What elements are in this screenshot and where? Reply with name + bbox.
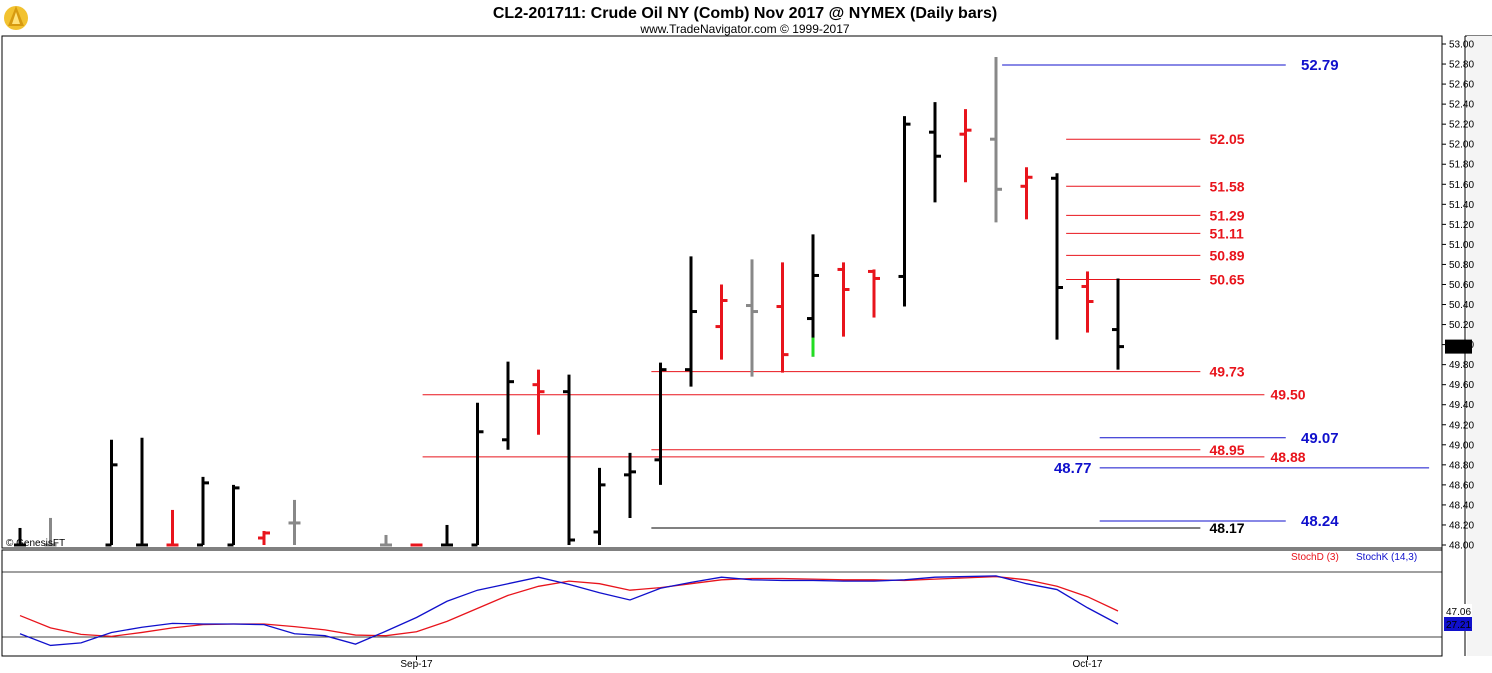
ohlc-bar xyxy=(14,527,26,547)
price-tick-label: 51.40 xyxy=(1449,200,1474,211)
price-level-label: 48.17 xyxy=(1210,520,1245,536)
ohlc-bar xyxy=(624,452,636,518)
price-tick-label: 48.40 xyxy=(1449,500,1474,511)
ohlc-bar xyxy=(44,517,57,547)
price-tick-label: 51.20 xyxy=(1449,220,1474,231)
ohlc-bar xyxy=(776,262,789,373)
price-level-label: 48.77 xyxy=(1054,460,1092,477)
stoch-k-last-box xyxy=(1444,617,1472,631)
trade-navigator-logo-icon xyxy=(4,6,28,30)
stochastic-panel xyxy=(1,549,1443,657)
price-tick-label: 50.80 xyxy=(1449,260,1474,271)
price-tick-label: 51.60 xyxy=(1449,180,1474,191)
ohlc-bar xyxy=(929,102,941,203)
ohlc-bar xyxy=(1020,167,1033,220)
price-tick-label: 51.00 xyxy=(1449,240,1474,251)
date-axis: Sep-17 Oct-17 xyxy=(400,656,1103,670)
ohlc-bar xyxy=(807,234,819,357)
price-level-label: 48.88 xyxy=(1271,449,1306,465)
ohlc-bar xyxy=(654,362,667,485)
chart-title: CL2-201711: Crude Oil NY (Comb) Nov 2017… xyxy=(493,5,997,22)
price-level-label: 48.24 xyxy=(1301,513,1339,530)
price-tick-label: 53.00 xyxy=(1449,40,1474,51)
stoch-d-line xyxy=(19,575,1119,638)
price-bars xyxy=(14,57,1124,547)
stoch-k-last-label: 27.21 xyxy=(1446,620,1471,631)
stoch-d-last-box xyxy=(1444,604,1472,618)
price-tick-label: 51.80 xyxy=(1449,160,1474,171)
ohlc-bar xyxy=(441,524,453,547)
price-level-label: 50.89 xyxy=(1210,247,1245,263)
price-tick-label: 49.80 xyxy=(1449,360,1474,371)
price-level-label: 49.07 xyxy=(1301,430,1339,447)
ohlc-bar xyxy=(380,534,392,547)
price-level-label: 51.29 xyxy=(1210,207,1245,223)
price-tick-label: 52.00 xyxy=(1449,140,1474,151)
stoch-k-line xyxy=(19,575,1119,647)
ohlc-bar xyxy=(166,509,179,547)
ohlc-bar xyxy=(898,116,911,307)
ohlc-bar xyxy=(288,499,301,545)
ohlc-bar xyxy=(471,402,484,547)
last-price-label: 49.98 xyxy=(1447,343,1472,354)
ohlc-bar xyxy=(410,543,423,547)
stoch-k-legend: StochK (14,3) xyxy=(1356,552,1417,563)
ohlc-bar xyxy=(136,437,148,547)
price-tick-label: 48.80 xyxy=(1449,460,1474,471)
price-tick-label: 50.40 xyxy=(1449,300,1474,311)
ohlc-bar xyxy=(227,484,240,547)
price-tick-label: 49.60 xyxy=(1449,380,1474,391)
ohlc-bar xyxy=(1081,271,1094,333)
stochastic-lines: StochD (3) StochK (14,3) 47.06 27.21 xyxy=(2,552,1472,647)
price-level-label: 49.73 xyxy=(1210,364,1245,380)
chart-subtitle: www.TradeNavigator.com © 1999-2017 xyxy=(639,22,849,36)
ohlc-bar xyxy=(990,57,1002,223)
ohlc-bar xyxy=(563,374,575,545)
watermark: © GenesisFT xyxy=(6,538,65,549)
last-price-box xyxy=(1445,339,1472,354)
price-level-label: 51.11 xyxy=(1210,225,1244,241)
ohlc-bar xyxy=(502,361,514,450)
date-tick-label: Sep-17 xyxy=(400,659,433,670)
price-tick-label: 48.20 xyxy=(1449,520,1474,531)
price-tick-label: 52.80 xyxy=(1449,60,1474,71)
ohlc-bar xyxy=(105,439,118,547)
price-level-label: 52.05 xyxy=(1210,131,1245,147)
ohlc-bar xyxy=(1112,278,1124,370)
price-tick-label: 49.00 xyxy=(1449,440,1474,451)
price-levels: 52.79 52.05 51.58 51.29 51.11 50.89 50.65 49.73… xyxy=(422,57,1430,536)
price-level-label: 48.95 xyxy=(1210,442,1245,458)
ohlc-bar xyxy=(715,284,728,360)
ohlc-bar xyxy=(959,109,972,183)
price-tick-label: 50.60 xyxy=(1449,280,1474,291)
ohlc-bar xyxy=(685,256,697,387)
price-tick-label: 48.00 xyxy=(1449,541,1474,552)
price-level-label: 50.65 xyxy=(1210,271,1245,287)
price-level-label: 51.58 xyxy=(1210,178,1245,194)
price-level-label: 52.79 xyxy=(1301,57,1339,74)
price-tick-label: 49.40 xyxy=(1449,400,1474,411)
price-tick-label: 49.20 xyxy=(1449,420,1474,431)
ohlc-bar xyxy=(868,269,880,318)
price-axis: 53.00 52.80 52.60 52.40 52.20 52.00 51.80 51.60… xyxy=(1442,40,1474,552)
ohlc-bar xyxy=(837,262,850,337)
price-tick-label: 50.20 xyxy=(1449,320,1474,331)
price-level-label: 49.50 xyxy=(1271,387,1306,403)
ohlc-bar xyxy=(1051,173,1063,340)
ohlc-bar xyxy=(746,259,758,377)
price-tick-label: 48.60 xyxy=(1449,480,1474,491)
price-tick-label: 52.20 xyxy=(1449,120,1474,131)
price-tick-label: 52.60 xyxy=(1449,80,1474,91)
price-tick-label: 52.40 xyxy=(1449,100,1474,111)
ohlc-bar xyxy=(197,476,209,547)
ohlc-bar xyxy=(532,369,545,435)
stoch-d-legend: StochD (3) xyxy=(1291,552,1339,563)
date-tick-label: Oct-17 xyxy=(1072,659,1102,670)
ohlc-bar xyxy=(258,530,270,545)
stoch-d-last-label: 47.06 xyxy=(1446,607,1471,618)
ohlc-bar xyxy=(593,467,606,545)
